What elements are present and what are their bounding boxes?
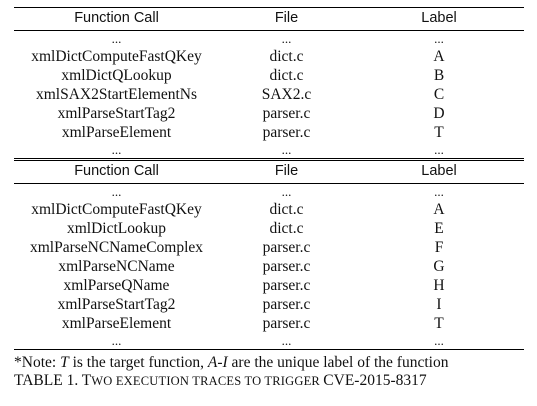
header-label: Label [354,7,524,31]
file-cell: parser.c [262,258,311,275]
caption-prefix: TABLE 1. T [14,372,92,389]
ellipsis-cell: ... [354,333,524,350]
file-cell: parser.c [262,277,311,294]
file-cell: dict.c [269,67,304,84]
ellipsis-cell: ... [219,333,354,350]
table-caption: TABLE 1. TWO EXECUTION TRACES TO TRIGGER… [14,372,524,390]
note-mid: is the target function, [68,354,208,371]
function-cell: xmlParseNCNameComplex [29,239,204,256]
label-cell: T [434,124,444,141]
label-cell: D [433,105,445,122]
file-cell: parser.c [262,239,311,256]
table-row: xmlParseQName parser.c H [14,276,524,295]
function-cell: xmlDictComputeFastQKey [31,48,202,65]
file-cell: SAX2.c [261,86,312,103]
table-row: xmlParseNCNameComplex parser.c F [14,238,524,257]
ellipsis-row: ......... [14,333,524,350]
ellipsis-cell: ... [434,31,444,46]
header-function-call: Function Call [14,159,219,184]
file-cell: parser.c [262,124,311,141]
label-cell: G [433,258,445,275]
header-file: File [219,159,354,184]
ellipsis-row: ......... [14,31,524,48]
label-cell: A [433,201,445,218]
note-suffix: are the unique label of the function [227,354,449,371]
table-row: xmlParseElement parser.c T [14,314,524,333]
label-cell: H [433,277,445,294]
caption-smallcaps: WO EXECUTION TRACES TO TRIGGER [91,374,324,388]
file-cell: dict.c [269,48,304,65]
label-cell: B [433,67,445,84]
function-cell: xmlDictQLookup [61,67,172,84]
ellipsis-cell: ... [111,184,122,199]
ellipsis-row: ......... [14,184,524,201]
function-cell: xmlParseNCName [58,258,175,275]
ellipsis-cell: ... [281,184,292,199]
ellipsis-cell: ... [434,184,444,199]
function-cell: xmlParseElement [61,124,172,141]
header-row-trace-1: Function Call File Label [14,7,524,31]
header-file: File [219,7,354,31]
caption-cve: CVE-2015-8317 [323,372,427,389]
ellipsis-cell: ... [111,31,122,46]
table-row: xmlParseStartTag2 parser.c D [14,104,524,123]
header-row-trace-2: Function Call File Label [14,159,524,184]
file-cell: parser.c [262,296,311,313]
note-target-symbol: T [60,354,69,371]
table-row: xmlDictQLookup dict.c B [14,66,524,85]
label-cell: E [434,220,444,237]
function-cell: xmlParseQName [63,277,170,294]
header-function-call: Function Call [14,7,219,31]
ellipsis-cell: ... [354,142,524,161]
ellipsis-cell: ... [281,31,292,46]
file-cell: parser.c [262,315,311,332]
table-row: xmlDictLookup dict.c E [14,219,524,238]
function-cell: xmlParseStartTag2 [57,105,176,122]
table-note: *Note: T is the target function, A-I are… [14,354,524,372]
label-cell: I [436,296,442,313]
label-cell: A [433,48,445,65]
ellipsis-cell: ... [14,142,219,161]
table-row: xmlDictComputeFastQKey dict.c A [14,200,524,219]
function-cell: xmlParseStartTag2 [57,296,176,313]
ellipsis-row: ......... [14,142,524,161]
function-cell: xmlDictComputeFastQKey [31,201,202,218]
table-row: xmlParseElement parser.c T [14,123,524,142]
table-wrapper: Function Call File Label......... xmlDictCo… [14,7,524,350]
table-row: xmlParseNCName parser.c G [14,257,524,276]
header-label: Label [354,159,524,184]
label-cell: F [434,239,444,256]
file-cell: dict.c [269,220,304,237]
note-range-symbol: A-I [207,354,228,371]
execution-traces-table: Function Call File Label......... xmlDictCo… [14,7,524,350]
table-row: xmlSAX2StartElementNs SAX2.c C [14,85,524,104]
function-cell: xmlSAX2StartElementNs [35,86,198,103]
function-cell: xmlParseElement [61,315,172,332]
table-body: Function Call File Label......... xmlDictCo… [14,7,524,350]
function-cell: xmlDictLookup [66,220,167,237]
ellipsis-cell: ... [219,142,354,161]
label-cell: C [433,86,445,103]
table-row: xmlParseStartTag2 parser.c I [14,295,524,314]
file-cell: parser.c [262,105,311,122]
label-cell: T [434,315,444,332]
ellipsis-cell: ... [14,333,219,350]
table-row: xmlDictComputeFastQKey dict.c A [14,47,524,66]
note-prefix: *Note: [14,354,61,371]
file-cell: dict.c [269,201,304,218]
